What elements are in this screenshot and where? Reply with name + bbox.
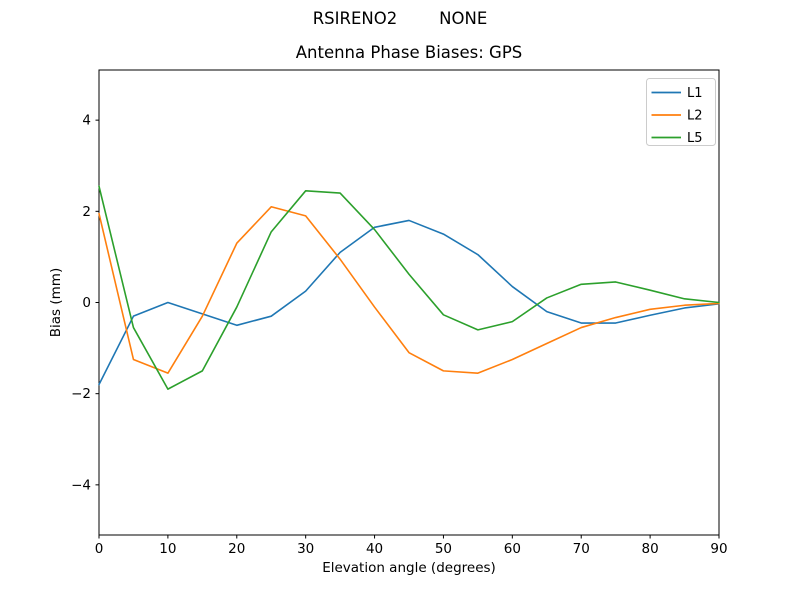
legend-item-l1: L1: [651, 86, 703, 101]
series-line-l1: [98, 219, 720, 386]
plot-area: [98, 69, 720, 536]
y-tick-label: −2: [71, 386, 91, 402]
figure-suptitle: RSIRENO2 NONE: [313, 9, 488, 28]
x-tick-label: 20: [228, 541, 245, 557]
chart-title: Antenna Phase Biases: GPS: [296, 43, 523, 62]
y-axis-label: Bias (mm): [48, 268, 64, 337]
x-tick-label: 60: [504, 541, 521, 557]
legend: L1 L2 L5: [646, 78, 716, 146]
x-tick-label: 90: [710, 541, 727, 557]
x-tick-label: 50: [435, 541, 452, 557]
y-tick-label: 4: [82, 113, 91, 129]
x-tick-label: 40: [366, 541, 383, 557]
x-tick-label: 10: [159, 541, 176, 557]
series-line-l2: [98, 205, 720, 374]
legend-box: [646, 78, 716, 146]
y-tick-label: −4: [71, 477, 91, 493]
x-axis-ticks: 0 10 20 30 40 50 60 70 80 90: [95, 535, 728, 557]
x-tick-label: 30: [297, 541, 314, 557]
legend-item-l5: L5: [651, 131, 703, 146]
legend-item-l2: L2: [651, 109, 703, 124]
series-line-l5: [98, 185, 720, 390]
legend-label-l5: L5: [687, 131, 703, 146]
x-axis-label: Elevation angle (degrees): [322, 560, 496, 576]
x-tick-label: 70: [573, 541, 590, 557]
y-axis-ticks: −4 −2 0 2 4: [71, 113, 99, 493]
legend-label-l1: L1: [687, 86, 703, 101]
series-lines: [98, 185, 720, 390]
y-tick-label: 0: [82, 295, 91, 311]
legend-label-l2: L2: [687, 109, 703, 124]
y-tick-label: 2: [82, 204, 91, 220]
x-tick-label: 80: [642, 541, 659, 557]
x-tick-label: 0: [95, 541, 104, 557]
